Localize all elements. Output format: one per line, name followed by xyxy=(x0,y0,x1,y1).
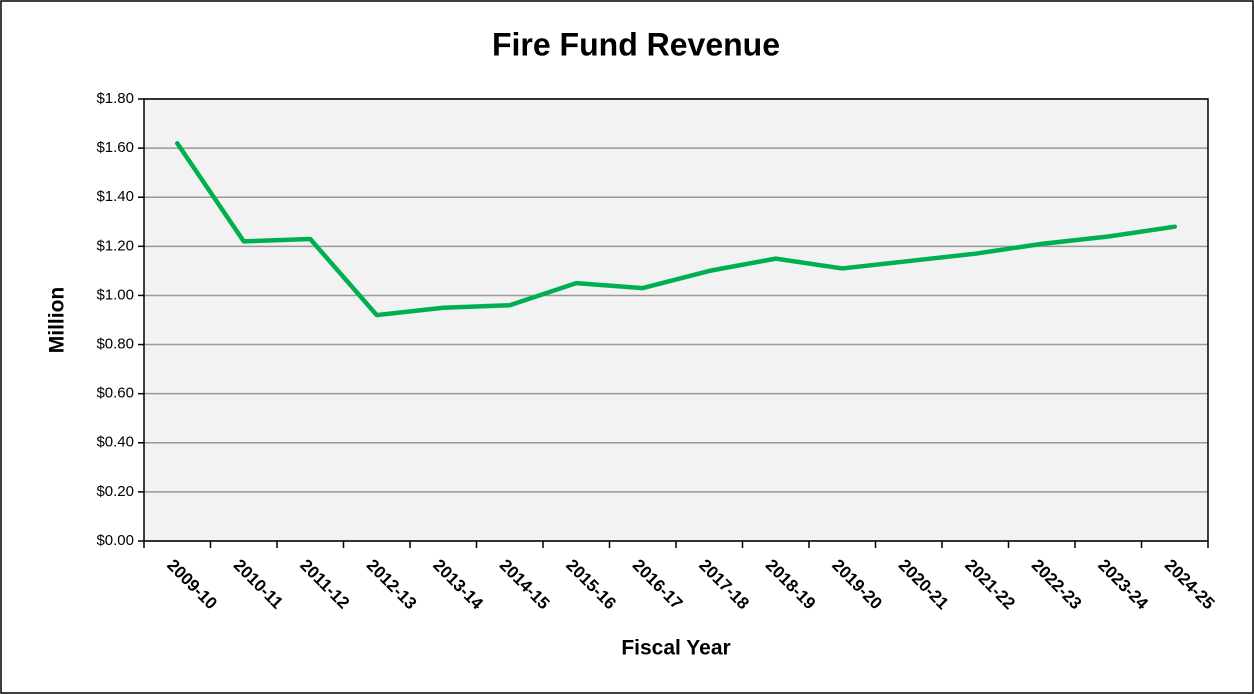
chart-title: Fire Fund Revenue xyxy=(492,26,780,62)
y-axis-label: Million xyxy=(46,287,69,354)
y-tick-label: $1.20 xyxy=(96,237,134,254)
line xyxy=(175,140,1177,318)
plot-area xyxy=(144,99,1208,541)
y-tick-label: $0.20 xyxy=(96,483,134,500)
y-tick-label: $1.00 xyxy=(96,286,134,303)
y-tick-label: $1.40 xyxy=(96,188,134,205)
y-tick-label: $1.80 xyxy=(96,90,134,107)
y-tick-label: $0.80 xyxy=(96,336,134,353)
y-tick-label: $0.60 xyxy=(96,385,134,402)
x-axis-label: Fiscal Year xyxy=(621,637,730,660)
y-tick-label: $1.60 xyxy=(96,139,134,156)
y-tick-label: $0.40 xyxy=(96,434,134,451)
y-tick-label: $0.00 xyxy=(96,532,134,549)
